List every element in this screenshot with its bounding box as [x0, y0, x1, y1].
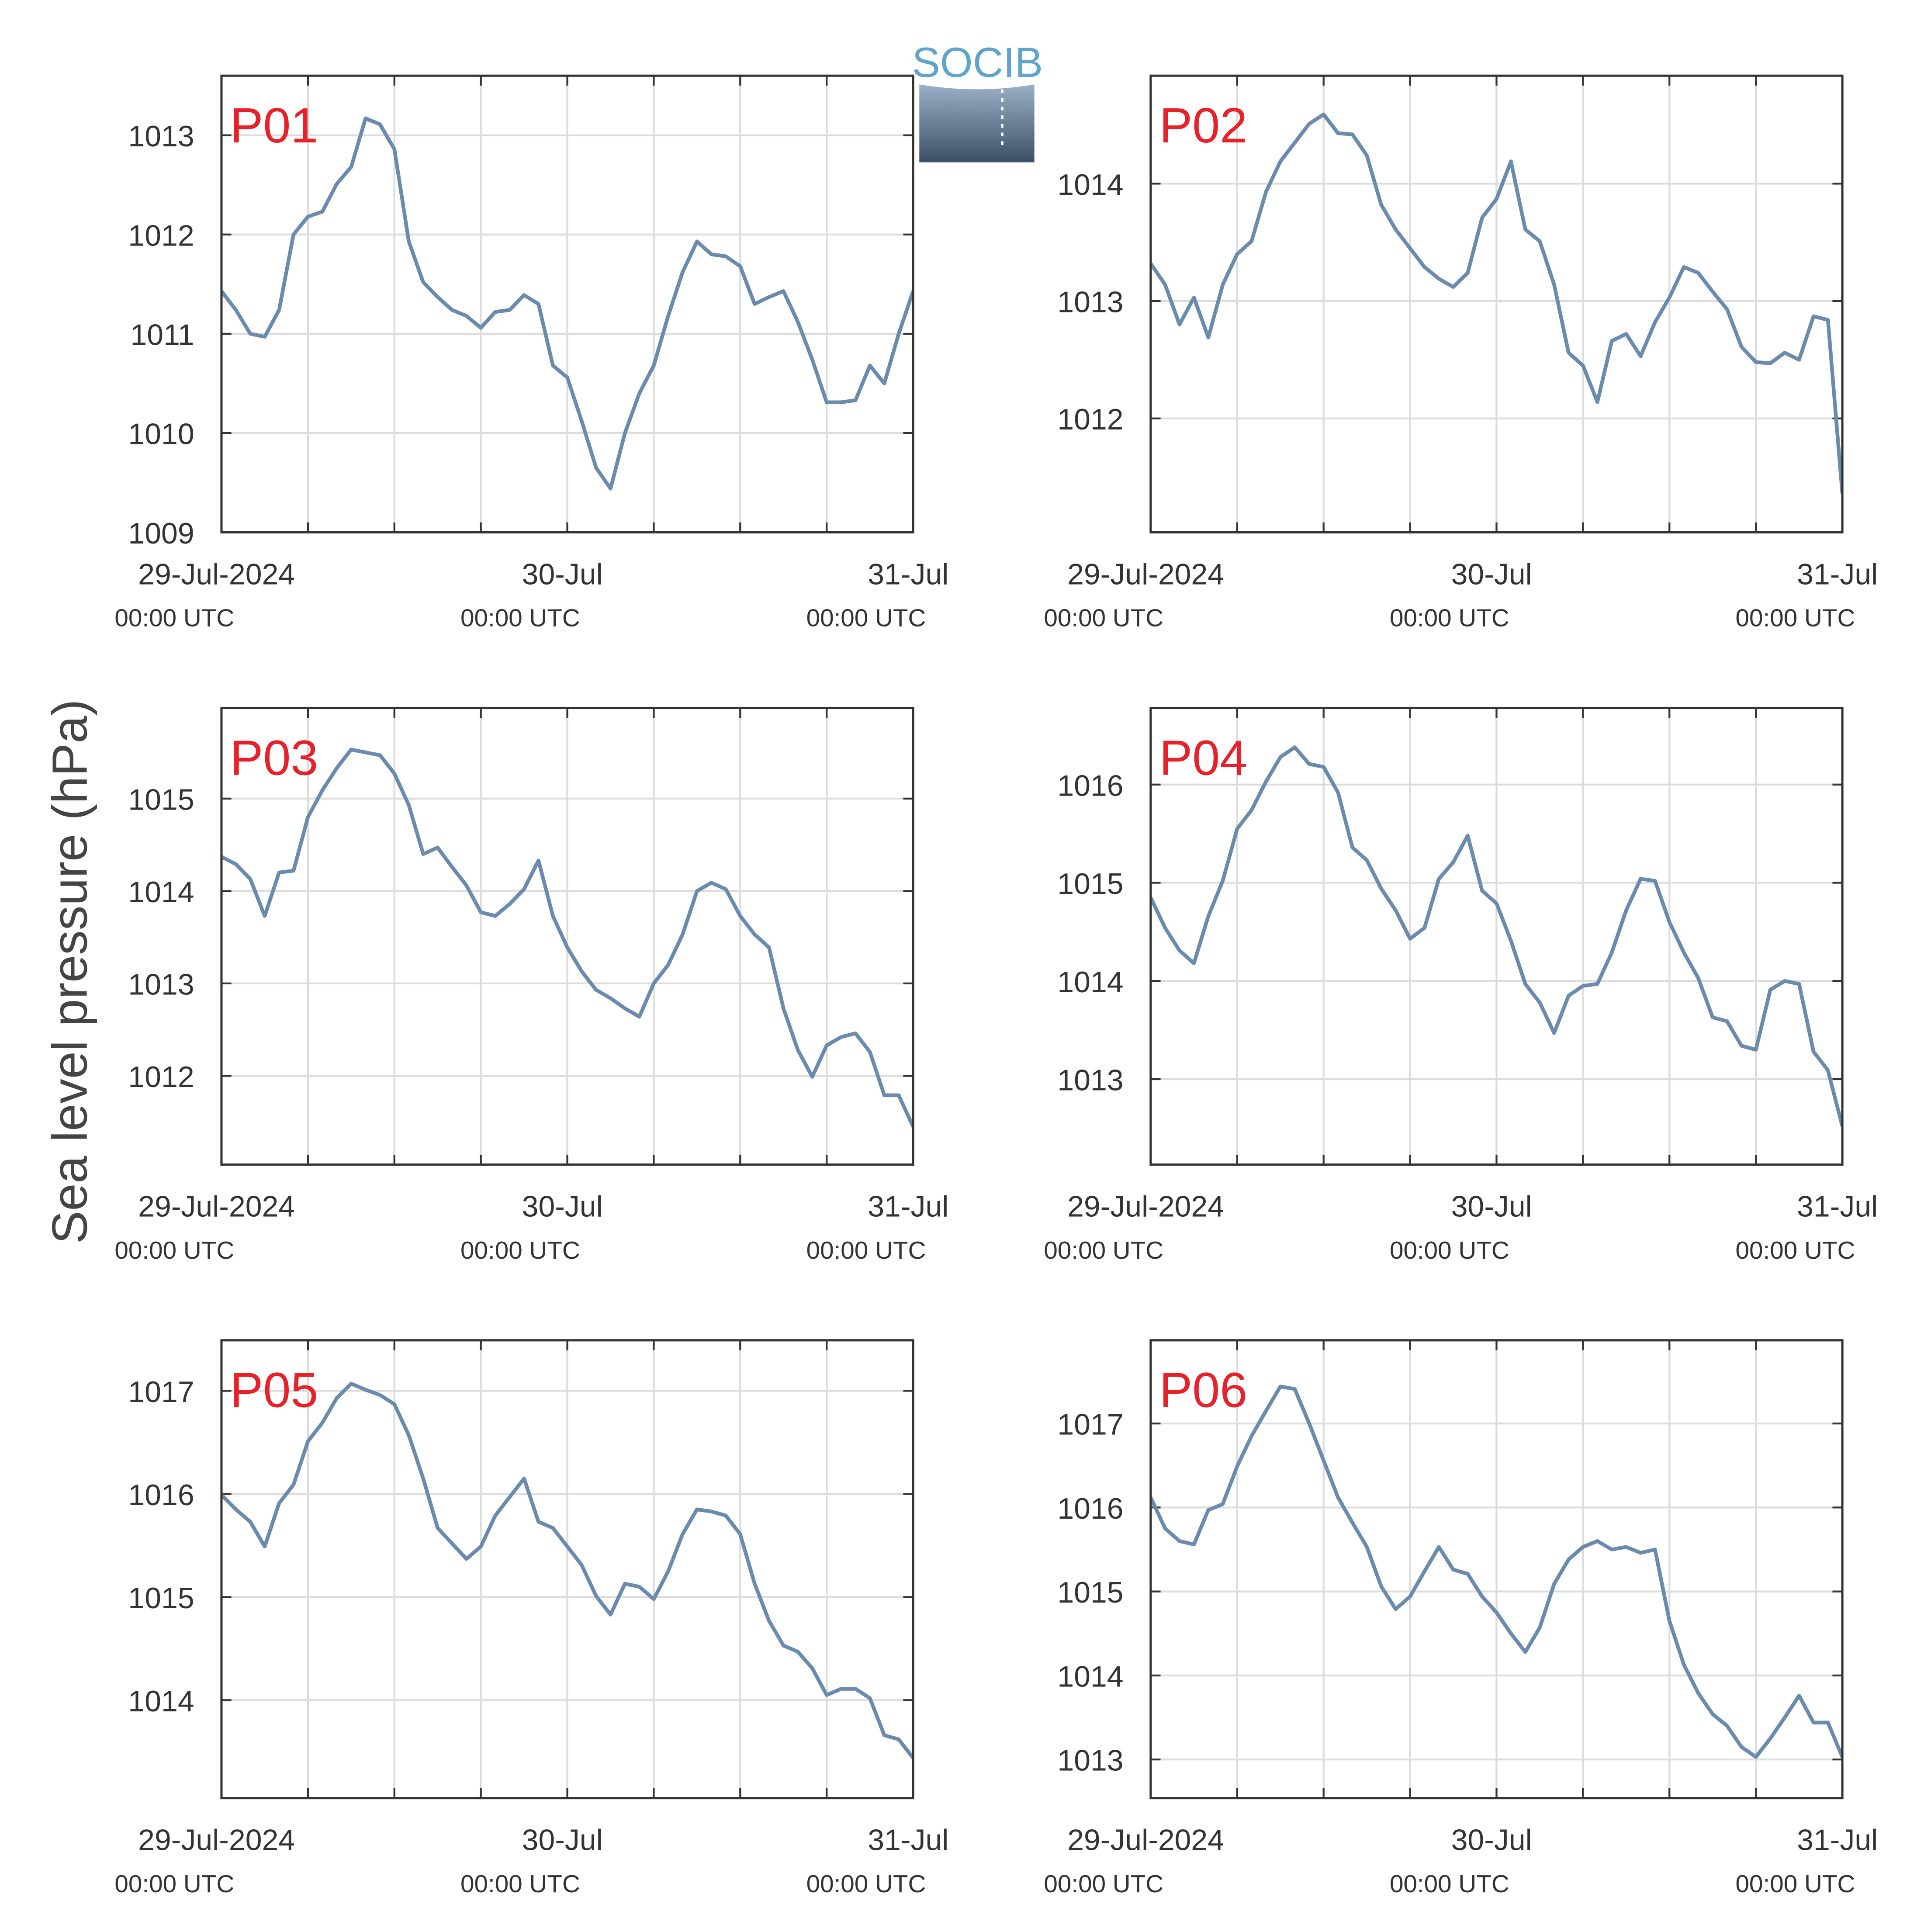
x-tick-label: 29-Jul-2024: [1067, 1190, 1224, 1223]
panel: 29-Jul-2024 00:00 UTC 30-Jul 00:00 UTC 31-Ju…: [1044, 1339, 1878, 1898]
x-tick-sublabel: 00:00 UTC: [1390, 605, 1509, 632]
y-tick-label: 1013: [1057, 286, 1123, 319]
y-tick-label: 1016: [128, 1478, 194, 1512]
x-tick-label: 30-Jul: [1451, 1824, 1532, 1857]
y-tick-label: 1014: [1057, 1660, 1123, 1693]
y-tick-label: 1014: [1057, 168, 1123, 201]
x-tick-label: 30-Jul: [1451, 557, 1532, 591]
x-tick-label: 30-Jul: [522, 1824, 603, 1857]
x-tick-label: 30-Jul: [522, 1190, 603, 1223]
x-tick-label: 29-Jul-2024: [1067, 557, 1224, 591]
panel: 29-Jul-2024 00:00 UTC 30-Jul 00:00 UTC 31-Ju…: [114, 1339, 948, 1898]
panel-title: P03: [230, 730, 318, 786]
plot-frame: [1149, 1339, 1844, 1800]
y-tick-label: 1013: [1057, 1744, 1123, 1777]
panel-title: P06: [1159, 1363, 1248, 1418]
x-tick-sublabel: 00:00 UTC: [1736, 1870, 1855, 1898]
plot-frame: [220, 706, 914, 1166]
y-tick-label: 1016: [1057, 769, 1123, 802]
series-line: [221, 1381, 914, 1759]
y-tick-label: 1013: [128, 120, 194, 153]
y-axis-label: Sea level pressure (hPa): [42, 699, 97, 1244]
logo-wave: [919, 84, 1035, 163]
series-line: [221, 748, 914, 1128]
y-tick-label: 1015: [128, 783, 194, 816]
series-line: [1150, 1385, 1843, 1759]
panel-title: P05: [230, 1363, 318, 1418]
y-tick-label: 1014: [128, 876, 194, 909]
y-tick-label: 1013: [128, 968, 194, 1001]
x-tick-sublabel: 00:00 UTC: [806, 605, 926, 632]
series-line: [1150, 112, 1843, 494]
x-tick-sublabel: 00:00 UTC: [460, 605, 580, 632]
x-tick-sublabel: 00:00 UTC: [114, 1870, 234, 1898]
y-tick-label: 1013: [1057, 1064, 1123, 1097]
y-tick-label: 1012: [128, 219, 194, 252]
y-tick-label: 1014: [1057, 966, 1123, 999]
y-tick-label: 1015: [1057, 867, 1123, 900]
y-tick-label: 1012: [1057, 403, 1123, 436]
panel: 29-Jul-2024 00:00 UTC 30-Jul 00:00 UTC 31-Ju…: [1044, 74, 1878, 632]
panel-title: P01: [230, 98, 318, 153]
panel-title: P04: [1159, 730, 1248, 786]
logo-text: SOCIB: [912, 39, 1043, 86]
y-tick-label: 1015: [128, 1582, 194, 1615]
panel: 29-Jul-2024 00:00 UTC 30-Jul 00:00 UTC 31-Ju…: [1044, 706, 1878, 1264]
x-tick-sublabel: 00:00 UTC: [1390, 1237, 1509, 1264]
plot-frame: [220, 1339, 914, 1800]
plot-area: [221, 748, 914, 1128]
plot-area: [1150, 745, 1843, 1127]
x-tick-label: 29-Jul-2024: [138, 557, 295, 591]
series-line: [1150, 745, 1843, 1127]
x-tick-label: 29-Jul-2024: [138, 1824, 295, 1857]
y-tick-label: 1009: [128, 517, 194, 550]
x-tick-label: 30-Jul: [1451, 1190, 1532, 1223]
plot-frame: [1149, 74, 1844, 533]
y-tick-label: 1011: [130, 318, 194, 351]
y-tick-label: 1015: [1057, 1576, 1123, 1609]
plot-area: [1150, 112, 1843, 494]
x-tick-sublabel: 00:00 UTC: [460, 1237, 580, 1264]
x-tick-label: 30-Jul: [522, 557, 603, 591]
x-tick-sublabel: 00:00 UTC: [1736, 1237, 1855, 1264]
x-tick-sublabel: 00:00 UTC: [806, 1237, 926, 1264]
y-tick-label: 1014: [128, 1685, 194, 1718]
x-tick-label: 31-Jul: [1797, 1824, 1878, 1857]
logo: SOCIB: [912, 39, 1043, 163]
panel-title: P02: [1159, 98, 1248, 153]
x-tick-sublabel: 00:00 UTC: [1044, 1870, 1163, 1898]
x-tick-sublabel: 00:00 UTC: [460, 1870, 580, 1898]
x-tick-label: 31-Jul: [868, 1824, 948, 1857]
x-tick-sublabel: 00:00 UTC: [114, 1237, 234, 1264]
y-tick-label: 1010: [128, 418, 194, 451]
x-tick-label: 29-Jul-2024: [138, 1190, 295, 1223]
y-tick-label: 1012: [128, 1060, 194, 1094]
plot-frame: [220, 74, 914, 533]
plot-area: [1150, 1385, 1843, 1759]
panel: 29-Jul-2024 00:00 UTC 30-Jul 00:00 UTC 31-Ju…: [114, 706, 948, 1264]
plot-frame: [1149, 706, 1844, 1166]
panel: 29-Jul-2024 00:00 UTC 30-Jul 00:00 UTC 31-Ju…: [114, 74, 948, 632]
plot-area: [221, 116, 914, 491]
x-tick-label: 29-Jul-2024: [1067, 1824, 1224, 1857]
x-tick-sublabel: 00:00 UTC: [1390, 1870, 1509, 1898]
x-tick-sublabel: 00:00 UTC: [806, 1870, 926, 1898]
x-tick-sublabel: 00:00 UTC: [1736, 605, 1855, 632]
y-tick-label: 1017: [128, 1375, 194, 1409]
y-tick-label: 1017: [1057, 1408, 1123, 1441]
series-line: [221, 116, 914, 491]
x-tick-label: 31-Jul: [868, 1190, 948, 1223]
y-tick-label: 1016: [1057, 1492, 1123, 1525]
x-tick-sublabel: 00:00 UTC: [1044, 1237, 1163, 1264]
x-tick-sublabel: 00:00 UTC: [114, 605, 234, 632]
plot-area: [221, 1381, 914, 1759]
x-tick-label: 31-Jul: [1797, 557, 1878, 591]
x-tick-sublabel: 00:00 UTC: [1044, 605, 1163, 632]
x-tick-label: 31-Jul: [868, 557, 948, 591]
x-tick-label: 31-Jul: [1797, 1190, 1878, 1223]
